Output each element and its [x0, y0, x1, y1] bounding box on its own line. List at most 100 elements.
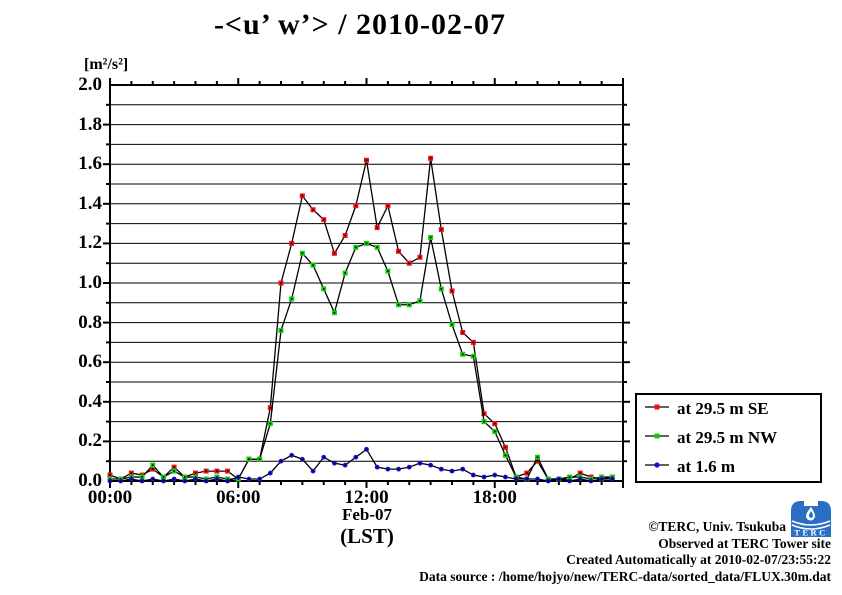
series-1-marker-core — [258, 458, 261, 461]
series-1-marker-core — [151, 464, 154, 466]
series-0-marker-core — [151, 468, 154, 470]
series-2-marker-core — [151, 478, 154, 480]
series-0-marker-core — [333, 252, 336, 255]
observed-site-text: Observed at TERC Tower site — [658, 536, 831, 551]
series-2-marker-core — [365, 448, 368, 451]
series-1-marker-core — [493, 430, 496, 433]
series-2-marker-core — [280, 460, 282, 462]
legend: at 29.5 m SE at 29.5 m NW at 1.6 m — [635, 393, 822, 483]
series-0-marker-core — [216, 470, 218, 472]
series-1-marker-core — [504, 454, 507, 457]
series-0-marker-core — [269, 406, 272, 409]
series-0-marker-core — [344, 234, 346, 237]
series-2-marker-core — [322, 456, 325, 459]
series-2-marker-core — [547, 480, 549, 482]
red-square-marker-icon — [644, 400, 670, 418]
series-2-marker-core — [429, 464, 432, 466]
series-1-marker-core — [344, 272, 346, 274]
series-2-marker-core — [579, 478, 582, 480]
series-1-marker-core — [290, 298, 293, 300]
series-1-marker-core — [280, 329, 282, 332]
series-0-marker-core — [312, 208, 314, 211]
series-1-line — [110, 237, 613, 480]
series-2-marker-core — [109, 480, 111, 482]
series-0-marker-core — [301, 195, 304, 197]
series-2-marker-core — [376, 466, 378, 468]
series-2-marker-core — [184, 480, 186, 482]
series-0-marker-core — [408, 262, 411, 264]
y-tick-label: 1.8 — [78, 113, 102, 135]
series-2-marker-core — [119, 480, 122, 482]
series-0-marker-core — [194, 472, 197, 474]
series-1-marker-core — [440, 288, 443, 290]
series-1-marker-core — [162, 476, 165, 478]
series-1-marker-core — [483, 420, 485, 423]
series-2-marker-core — [248, 478, 250, 480]
series-1-marker-core — [451, 323, 453, 326]
y-tick-label: 0.2 — [78, 430, 102, 452]
x-axis-date-label: Feb-07 — [341, 505, 393, 524]
series-1-marker-core — [269, 422, 272, 425]
series-2-marker-core — [461, 468, 464, 470]
series-0-marker-core — [526, 472, 528, 474]
series-2-marker-core — [194, 478, 197, 480]
legend-item-29.5m-nw: at 29.5 m NW — [637, 424, 820, 452]
y-tick-label: 0.6 — [78, 351, 102, 373]
series-2-marker-core — [258, 478, 261, 480]
series-0-marker-core — [440, 228, 443, 231]
chart-title: -<u’ w’> / 2010-02-07 — [213, 8, 507, 41]
series-2-marker-core — [419, 462, 421, 464]
y-tick-label: 2.0 — [78, 74, 102, 95]
series-1-marker-core — [419, 300, 421, 302]
series-0-marker-core — [419, 256, 421, 259]
series-1-marker-core — [397, 303, 400, 306]
series-0-marker-core — [290, 242, 293, 245]
series-1-marker-core — [536, 456, 539, 459]
series-0-marker-core — [109, 474, 111, 476]
x-tick-label: 00:00 — [87, 487, 133, 508]
series-2-marker-core — [355, 456, 357, 459]
series-2-marker-core — [397, 468, 400, 470]
y-tick-label: 1.6 — [78, 153, 102, 175]
series-2-marker-core — [611, 478, 614, 480]
series-1-marker-core — [568, 476, 571, 478]
y-tick-label: 1.0 — [78, 272, 102, 293]
copyright-text: ©TERC, Univ. Tsukuba — [648, 519, 786, 534]
series-0-marker-core — [483, 412, 485, 415]
series-0-marker-core — [472, 341, 475, 344]
series-2-marker-core — [130, 478, 133, 480]
series-1-marker-core — [387, 270, 389, 272]
series-2-marker-core — [590, 480, 592, 482]
series-1-marker-core — [355, 246, 357, 249]
series-2-marker-core — [344, 464, 346, 466]
series-0-marker-core — [536, 460, 539, 462]
y-tick-label: 0.8 — [78, 311, 102, 333]
series-0-line — [109, 158, 613, 480]
series-0-marker-core — [429, 157, 432, 160]
y-tick-label: 1.4 — [78, 192, 102, 214]
series-0-marker-core — [579, 472, 582, 474]
series-2-marker-core — [312, 470, 314, 472]
series-2-marker-core — [387, 468, 389, 470]
series-2-marker-core — [290, 454, 293, 457]
series-2-marker-core — [536, 478, 539, 480]
y-axis-tick-labels: 2.0 1.8 1.6 1.4 1.2 1.0 0.8 0.6 0.4 0.2 0.0 — [46, 0, 102, 595]
legend-item-label: at 29.5 m NW — [677, 427, 778, 447]
y-axis-unit-label: [m²/s²] — [84, 56, 129, 73]
series-0-marker-core — [451, 290, 453, 292]
series-2-marker-core — [472, 474, 475, 476]
series-0-marker-core — [365, 159, 368, 162]
series-0-marker-core — [280, 282, 282, 284]
series-1-marker-core — [429, 236, 432, 239]
series-2-marker-core — [333, 462, 336, 464]
terc-logo: TERC — [791, 501, 831, 538]
series-1-marker-core — [365, 242, 368, 245]
series-2-marker-core — [226, 480, 229, 482]
series-2-marker-core — [515, 478, 517, 480]
blue-circle-marker-icon — [644, 458, 670, 476]
terc-logo-text: TERC — [794, 528, 828, 538]
y-tick-label: 1.2 — [78, 232, 102, 254]
legend-item-1.6m: at 1.6 m — [637, 453, 820, 481]
series-2-marker-core — [301, 458, 304, 461]
